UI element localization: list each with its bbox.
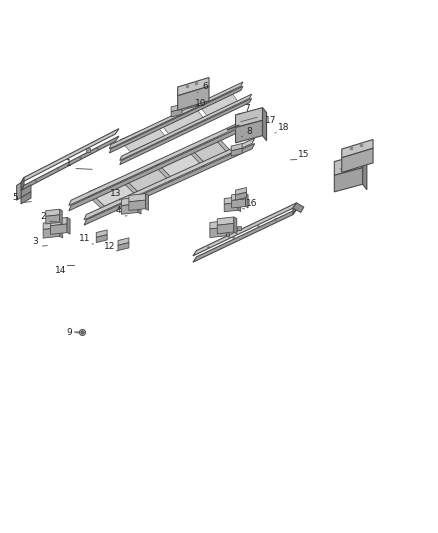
Text: 18: 18 (278, 123, 289, 132)
Polygon shape (171, 109, 182, 117)
Polygon shape (50, 217, 67, 226)
Polygon shape (60, 209, 62, 224)
Polygon shape (120, 124, 165, 151)
Polygon shape (123, 164, 168, 192)
Polygon shape (171, 104, 182, 112)
Polygon shape (21, 177, 24, 191)
Polygon shape (193, 209, 297, 262)
Polygon shape (121, 197, 138, 206)
Polygon shape (217, 217, 234, 225)
Polygon shape (342, 140, 373, 158)
Polygon shape (21, 192, 31, 204)
Polygon shape (293, 203, 297, 215)
Text: 9: 9 (66, 328, 72, 337)
Text: 6: 6 (202, 82, 208, 91)
Polygon shape (43, 221, 60, 230)
Polygon shape (67, 217, 70, 234)
Polygon shape (217, 136, 232, 157)
Polygon shape (334, 154, 363, 175)
Polygon shape (178, 77, 209, 96)
Polygon shape (89, 191, 104, 211)
Polygon shape (178, 86, 209, 110)
Polygon shape (138, 197, 141, 214)
Polygon shape (236, 188, 247, 195)
Polygon shape (118, 243, 129, 251)
Text: 11: 11 (79, 235, 91, 244)
Text: 17: 17 (265, 116, 276, 125)
Polygon shape (159, 107, 204, 134)
Polygon shape (334, 168, 363, 192)
Polygon shape (210, 227, 226, 238)
Polygon shape (231, 143, 242, 151)
Polygon shape (231, 148, 242, 156)
Polygon shape (145, 193, 148, 211)
Polygon shape (238, 197, 240, 212)
Polygon shape (110, 86, 243, 153)
Polygon shape (21, 136, 119, 191)
Polygon shape (226, 221, 230, 237)
Polygon shape (43, 228, 60, 238)
Polygon shape (234, 217, 237, 233)
Polygon shape (156, 149, 201, 177)
Text: 1: 1 (66, 159, 72, 167)
Polygon shape (190, 138, 229, 164)
Polygon shape (84, 143, 254, 225)
Polygon shape (89, 179, 134, 206)
Polygon shape (120, 94, 252, 160)
Polygon shape (129, 200, 145, 211)
Polygon shape (193, 203, 297, 256)
Polygon shape (232, 193, 246, 200)
Polygon shape (342, 148, 373, 172)
Polygon shape (232, 199, 246, 208)
Text: 10: 10 (195, 99, 206, 108)
Text: 13: 13 (110, 189, 121, 198)
Polygon shape (156, 163, 171, 183)
Polygon shape (262, 108, 267, 141)
Text: 3: 3 (32, 237, 38, 246)
Polygon shape (129, 193, 145, 202)
Polygon shape (246, 193, 248, 208)
Polygon shape (17, 183, 21, 200)
Polygon shape (210, 221, 226, 229)
Polygon shape (120, 99, 252, 165)
Polygon shape (118, 238, 129, 245)
Polygon shape (236, 120, 262, 143)
Polygon shape (187, 101, 198, 108)
Polygon shape (236, 192, 247, 200)
Polygon shape (217, 223, 234, 234)
Polygon shape (96, 230, 107, 237)
Polygon shape (69, 127, 240, 211)
Polygon shape (224, 197, 238, 204)
Text: 15: 15 (298, 150, 310, 159)
Text: 12: 12 (104, 242, 115, 251)
Polygon shape (21, 185, 31, 198)
Polygon shape (363, 154, 367, 190)
Polygon shape (187, 96, 198, 103)
Polygon shape (110, 82, 243, 149)
Polygon shape (21, 128, 119, 183)
Text: 7: 7 (244, 104, 250, 113)
Polygon shape (293, 203, 304, 213)
Polygon shape (236, 108, 262, 127)
Polygon shape (121, 204, 138, 214)
Text: 8: 8 (247, 127, 252, 136)
Text: 16: 16 (246, 199, 258, 208)
Polygon shape (50, 224, 67, 235)
Polygon shape (190, 148, 205, 168)
Polygon shape (123, 177, 138, 197)
Polygon shape (199, 91, 239, 117)
Polygon shape (84, 138, 254, 220)
Text: 14: 14 (54, 266, 66, 275)
Polygon shape (46, 215, 60, 224)
Polygon shape (224, 203, 238, 212)
Polygon shape (96, 235, 107, 243)
Text: 5: 5 (12, 193, 18, 202)
Text: 4: 4 (115, 206, 121, 215)
Polygon shape (46, 209, 60, 216)
Polygon shape (69, 122, 240, 206)
Text: 2: 2 (40, 212, 46, 221)
Polygon shape (60, 221, 63, 238)
